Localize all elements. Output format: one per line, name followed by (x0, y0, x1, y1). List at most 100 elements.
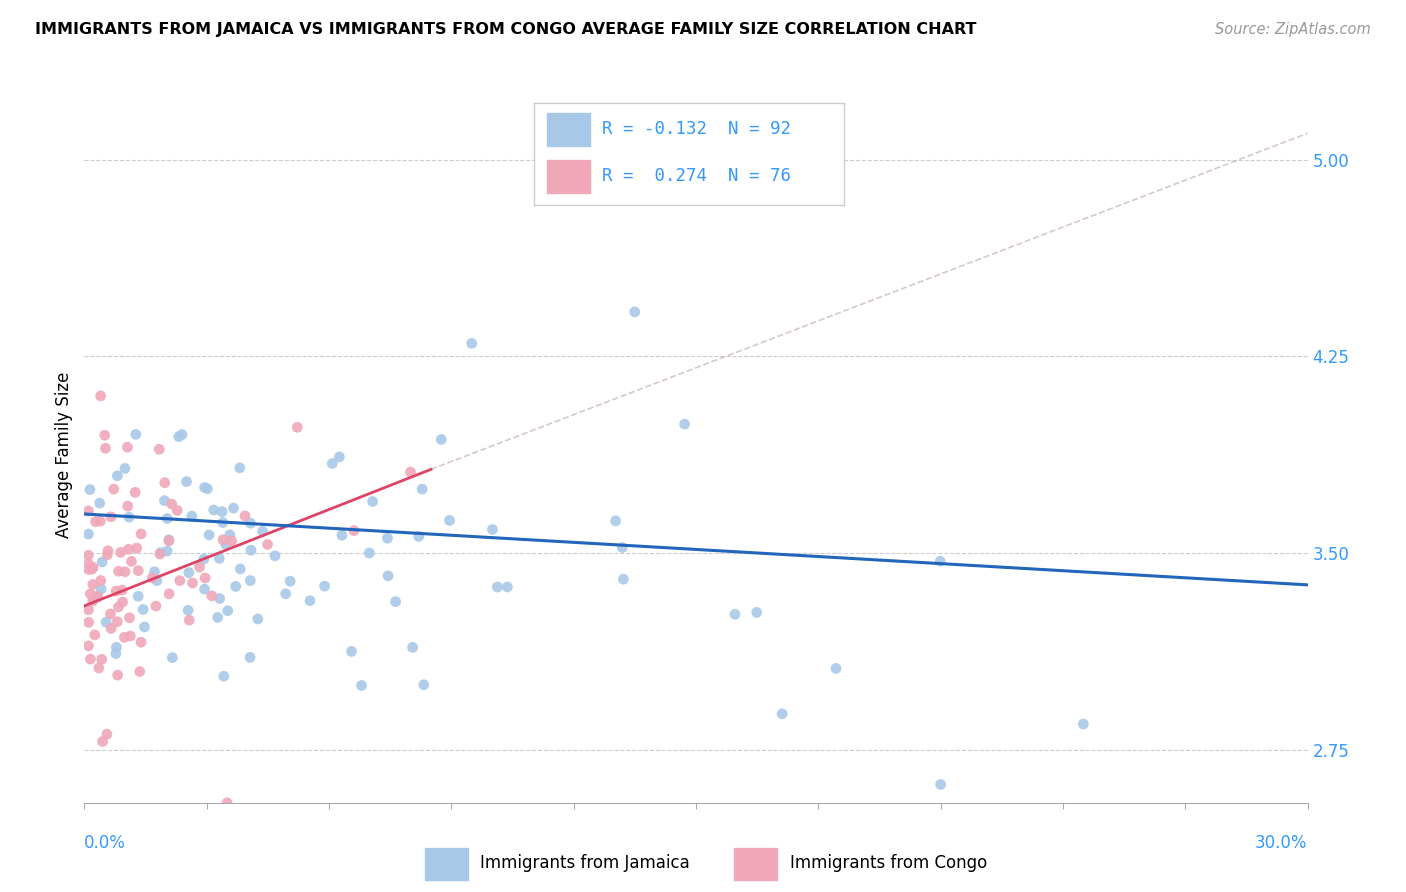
Point (208, 551, 231, 566)
Point (176, 475, 198, 489)
Point (77, 527, 100, 541)
Point (143, 565, 166, 579)
Point (239, 574, 262, 588)
Point (170, 427, 193, 442)
Point (79, 587, 101, 601)
Point (399, 465, 422, 479)
Point (156, 511, 179, 525)
Point (110, 545, 132, 559)
Point (117, 440, 139, 454)
Point (118, 611, 141, 625)
Point (93, 428, 117, 442)
Point (207, 610, 229, 624)
Point (208, 591, 231, 606)
Point (212, 669, 235, 683)
Point (229, 562, 252, 576)
Point (157, 533, 180, 547)
Text: R = -0.132  N = 92: R = -0.132 N = 92 (602, 120, 792, 138)
Text: IMMIGRANTS FROM JAMAICA VS IMMIGRANTS FROM CONGO AVERAGE FAMILY SIZE CORRELATION: IMMIGRANTS FROM JAMAICA VS IMMIGRANTS FR… (35, 22, 977, 37)
Point (77, 557, 100, 571)
Point (439, 513, 461, 527)
Point (79, 652, 101, 666)
Point (87, 661, 110, 675)
Point (217, 604, 239, 618)
Point (211, 516, 233, 530)
Point (94, 615, 117, 629)
Point (153, 493, 176, 508)
Point (156, 544, 179, 558)
Point (107, 668, 129, 682)
Point (149, 546, 172, 560)
Point (120, 554, 142, 568)
Point (105, 584, 128, 599)
Point (157, 533, 180, 548)
Point (91, 734, 114, 748)
Point (86, 590, 108, 604)
Point (111, 595, 134, 609)
Point (100, 607, 122, 621)
FancyBboxPatch shape (425, 848, 468, 880)
Point (624, 305, 647, 319)
Point (673, 417, 696, 431)
Text: Immigrants from Jamaica: Immigrants from Jamaica (481, 854, 690, 872)
Point (79, 483, 101, 497)
Point (129, 635, 152, 649)
Point (132, 602, 155, 616)
Point (111, 582, 134, 597)
Point (193, 481, 215, 495)
Point (148, 442, 170, 457)
Point (90, 574, 112, 588)
Point (461, 336, 484, 351)
Point (107, 600, 129, 615)
Point (124, 485, 146, 500)
Point (225, 579, 247, 593)
Point (118, 510, 141, 524)
Y-axis label: Average Family Size: Average Family Size (55, 372, 73, 538)
Point (127, 589, 149, 603)
Point (180, 509, 202, 524)
Point (401, 640, 423, 655)
Point (91, 555, 114, 569)
Text: 30.0%: 30.0% (1256, 834, 1308, 853)
Text: Source: ZipAtlas.com: Source: ZipAtlas.com (1215, 22, 1371, 37)
Point (496, 580, 519, 594)
Point (125, 541, 148, 555)
Point (96, 548, 118, 562)
Point (411, 482, 433, 496)
Point (212, 533, 235, 547)
Point (202, 503, 225, 517)
Point (169, 574, 191, 588)
Point (160, 497, 183, 511)
Point (229, 460, 252, 475)
Point (1073, 717, 1095, 731)
Point (194, 571, 217, 585)
Point (745, 606, 768, 620)
Point (321, 457, 343, 471)
Point (90, 582, 112, 596)
Point (105, 468, 128, 483)
Point (252, 524, 274, 539)
Point (239, 516, 262, 531)
Point (377, 531, 399, 545)
Point (193, 552, 215, 566)
Point (825, 661, 848, 675)
Point (211, 505, 233, 519)
Point (117, 499, 139, 513)
Point (361, 494, 384, 508)
Point (107, 564, 129, 578)
Point (612, 572, 634, 586)
Point (256, 537, 278, 551)
Point (77, 562, 100, 576)
Text: R =  0.274  N = 76: R = 0.274 N = 76 (602, 168, 792, 186)
Point (481, 523, 503, 537)
Point (486, 580, 509, 594)
Point (328, 450, 350, 464)
Point (89, 496, 111, 510)
Point (188, 560, 211, 574)
Point (278, 574, 301, 589)
Point (125, 427, 148, 442)
Point (177, 603, 200, 617)
Point (359, 546, 381, 560)
Point (127, 564, 149, 578)
Point (222, 501, 245, 516)
